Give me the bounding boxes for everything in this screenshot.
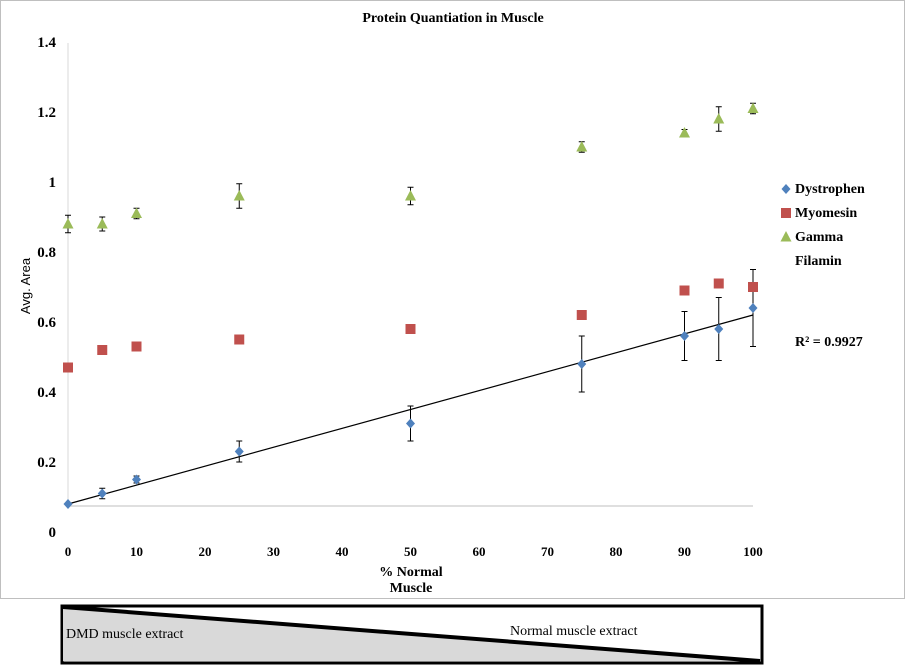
legend-marker-dystrophen	[781, 184, 791, 194]
y-tick-label: 0.8	[37, 245, 56, 261]
x-tick-label: 90	[678, 544, 691, 559]
x-axis-label-line2: Muscle	[390, 581, 433, 596]
x-tick-label: 50	[404, 544, 417, 559]
y-tick-label: 0.2	[37, 455, 56, 471]
gamma-filamin-point	[405, 190, 416, 201]
y-tick-label: 0.4	[37, 385, 56, 401]
y-axis-ticks: 0 0.2 0.4 0.6 0.8 1 1.2 1.4	[37, 35, 56, 541]
x-tick-label: 10	[130, 544, 143, 559]
data-points	[62, 102, 759, 509]
gamma-filamin-point	[679, 127, 690, 138]
strip-diagonal	[62, 605, 761, 663]
gamma-filamin-point	[233, 190, 245, 201]
dystrophen-point	[680, 331, 689, 341]
gradient-strip: DMD muscle extract Normal muscle extract	[60, 604, 764, 665]
myomesin-point	[679, 285, 690, 296]
dystrophen-point	[63, 499, 73, 509]
legend-label-dystrophen: Dystrophen	[795, 182, 865, 197]
y-tick-label: 1	[49, 175, 57, 191]
dmd-extract-label: DMD muscle extract	[66, 627, 184, 642]
x-tick-label: 100	[743, 544, 763, 559]
legend-label-gamma-filamin: Filamin	[795, 254, 842, 269]
chart-title: Protein Quantiation in Muscle	[362, 11, 543, 26]
x-tick-label: 60	[473, 544, 486, 559]
legend-marker-gamma-filamin	[780, 231, 792, 242]
gamma-filamin-point	[96, 218, 108, 229]
x-tick-label: 80	[610, 544, 623, 559]
x-axis-ticks: 0 10 20 30 40 50 60 70 80 90 100	[65, 544, 763, 559]
y-axis-label: Avg. Area	[18, 257, 33, 314]
dystrophen-point	[577, 359, 587, 369]
legend-marker-myomesin	[781, 208, 791, 218]
x-axis-label-line1: % Normal	[379, 565, 442, 580]
myomesin-point	[405, 324, 416, 334]
dystrophen-point	[132, 474, 141, 485]
error-bars	[65, 102, 756, 500]
myomesin-point	[748, 282, 758, 292]
x-tick-label: 40	[336, 544, 349, 559]
r-squared-label: R² = 0.9927	[795, 335, 863, 350]
myomesin-point	[97, 345, 108, 355]
legend-label-myomesin: Myomesin	[795, 206, 857, 221]
gamma-filamin-point	[747, 102, 759, 113]
chart: Protein Quantiation in Muscle 0 0.2 0.4 0.6…	[18, 11, 865, 596]
legend: Dystrophen Myomesin Gamma Filamin	[780, 182, 865, 269]
myomesin-point	[234, 334, 245, 345]
y-tick-label: 0.6	[37, 315, 56, 331]
dystrophen-point	[748, 303, 758, 313]
myomesin-point	[131, 341, 142, 352]
gamma-filamin-point	[131, 207, 142, 218]
x-tick-label: 30	[267, 544, 280, 559]
gamma-filamin-point	[713, 113, 725, 124]
gamma-filamin-point	[576, 141, 588, 152]
y-tick-label: 0	[49, 525, 57, 541]
gamma-filamin-point	[62, 218, 74, 229]
x-tick-label: 70	[541, 544, 554, 559]
dystrophen-point	[97, 488, 107, 499]
myomesin-point	[63, 362, 73, 373]
legend-label-gamma-filamin: Gamma	[795, 230, 843, 245]
x-tick-label: 20	[199, 544, 212, 559]
dystrophen-point	[234, 446, 244, 457]
dystrophen-point	[714, 324, 724, 334]
myomesin-point	[576, 310, 587, 320]
normal-extract-label: Normal muscle extract	[510, 624, 638, 639]
y-tick-label: 1.2	[37, 105, 56, 121]
dystrophen-point	[406, 418, 415, 429]
x-tick-label: 0	[65, 544, 72, 559]
y-tick-label: 1.4	[37, 35, 56, 51]
chart-frame: Protein Quantiation in Muscle 0 0.2 0.4 0.6…	[0, 0, 905, 599]
myomesin-point	[713, 278, 724, 289]
